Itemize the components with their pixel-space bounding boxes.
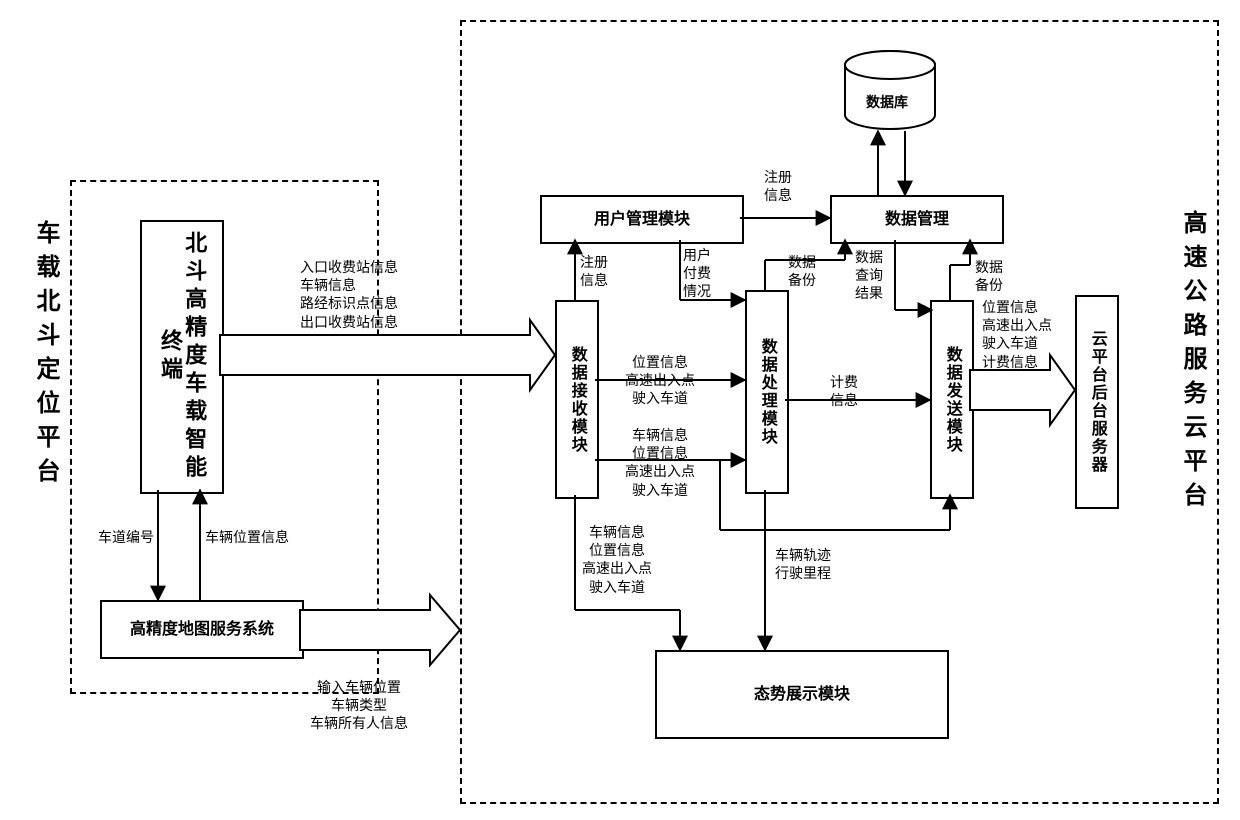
data-recv-box: 数据接收模块 bbox=[555, 300, 599, 499]
lbl-lane-id: 车道编号 bbox=[98, 530, 154, 548]
diagram-canvas: 车载北斗定位平台 北斗高精度车载智能终端 高精度地图服务系统 高速公路服务云平台… bbox=[0, 0, 1240, 820]
left-platform-title: 车载北斗定位平台 bbox=[28, 220, 63, 492]
lbl-track: 车辆轨迹 行驶里程 bbox=[775, 548, 831, 584]
situation-label: 态势展示模块 bbox=[754, 685, 850, 704]
situation-box: 态势展示模块 bbox=[655, 650, 949, 739]
data-proc-box: 数据处理模块 bbox=[745, 290, 789, 494]
lbl-query: 数据 查询 结果 bbox=[855, 250, 883, 305]
right-platform-title: 高速公路服务云平台 bbox=[1175, 210, 1210, 516]
map-service-box: 高精度地图服务系统 bbox=[100, 600, 304, 659]
lbl-backup2: 数据 备份 bbox=[975, 260, 1003, 296]
lbl-pos-lane1: 位置信息 高速出入点 驶入车道 bbox=[625, 355, 695, 410]
data-send-label: 数据发送模块 bbox=[943, 346, 961, 454]
user-mgmt-label: 用户管理模块 bbox=[594, 210, 690, 229]
data-proc-label: 数据处理模块 bbox=[758, 338, 776, 446]
lbl-cross-top: 入口收费站信息 车辆信息 路经标识点信息 出口收费站信息 bbox=[300, 260, 398, 333]
lbl-send-out: 位置信息 高速出入点 驶入车道 计费信息 bbox=[982, 300, 1052, 373]
lbl-reg-right: 注册 信息 bbox=[764, 170, 792, 206]
lbl-vehicle-pos: 车辆位置信息 bbox=[205, 530, 289, 548]
lbl-backup1: 数据 备份 bbox=[788, 255, 816, 291]
data-send-box: 数据发送模块 bbox=[930, 300, 974, 499]
user-mgmt-box: 用户管理模块 bbox=[540, 195, 744, 244]
database-label: 数据库 bbox=[866, 95, 908, 113]
data-mgmt-label: 数据管理 bbox=[885, 210, 949, 229]
cloud-backend-box: 云平台后台服务器 bbox=[1075, 295, 1119, 509]
lbl-cross-bottom: 输入车辆位置 车辆类型 车辆所有人信息 bbox=[310, 680, 408, 735]
terminal-label: 北斗高精度车载智能终端 bbox=[158, 222, 206, 492]
lbl-veh-pos-lane: 车辆信息 位置信息 高速出入点 驶入车道 bbox=[625, 428, 695, 501]
lbl-veh-pos-lane2: 车辆信息 位置信息 高速出入点 驶入车道 bbox=[582, 525, 652, 598]
cloud-backend-label: 云平台后台服务器 bbox=[1088, 330, 1106, 474]
data-mgmt-box: 数据管理 bbox=[830, 195, 1004, 244]
lbl-billing: 计费 信息 bbox=[830, 375, 858, 411]
map-service-label: 高精度地图服务系统 bbox=[130, 620, 274, 639]
data-recv-label: 数据接收模块 bbox=[568, 346, 586, 454]
terminal-box: 北斗高精度车载智能终端 bbox=[140, 220, 224, 494]
lbl-reg-left: 注册 信息 bbox=[580, 255, 608, 291]
lbl-user-pay: 用户 付费 情况 bbox=[683, 248, 711, 303]
